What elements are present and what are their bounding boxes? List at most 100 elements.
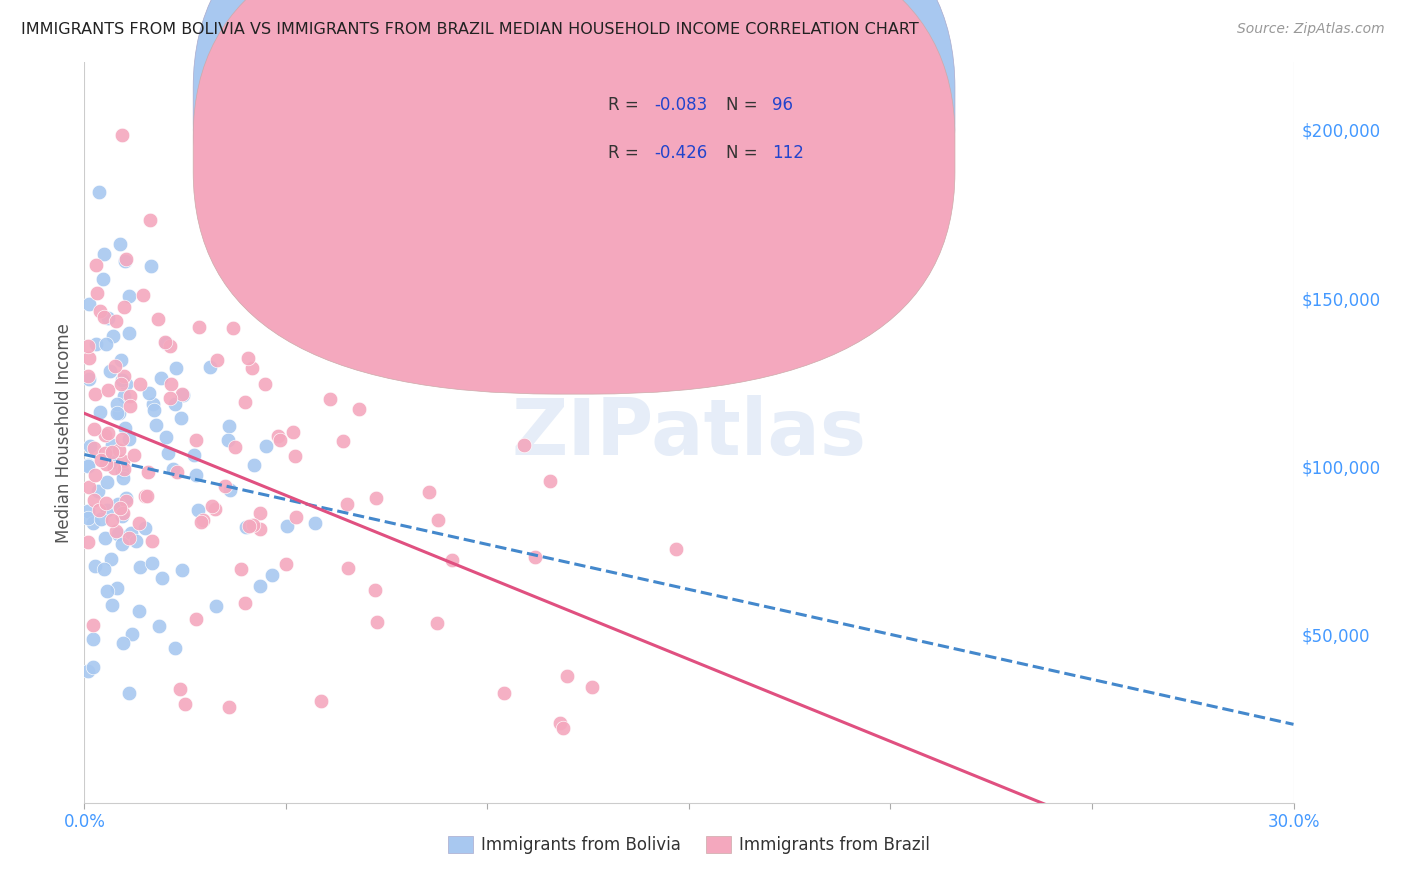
Point (139, 213, 162, 227)
Point (242, 458, 264, 473)
Point (117, 531, 139, 545)
Point (146, 311, 169, 326)
Point (173, 698, 195, 712)
Point (96, 475, 118, 489)
Point (134, 521, 156, 535)
Point (169, 682, 191, 697)
Point (366, 491, 388, 505)
Point (94, 337, 117, 351)
Point (238, 518, 260, 533)
Point (162, 462, 184, 476)
Point (77, 338, 100, 352)
Point (205, 353, 228, 368)
Point (118, 432, 141, 446)
Text: ZIPatlas: ZIPatlas (512, 394, 866, 471)
Point (87, 186, 110, 200)
Point (128, 377, 150, 392)
Point (98, 364, 121, 378)
Point (124, 448, 146, 462)
Point (205, 599, 228, 614)
Point (550, 715, 572, 730)
Point (221, 321, 243, 335)
Point (214, 478, 236, 492)
Text: 112: 112 (772, 144, 804, 161)
Point (97, 310, 120, 325)
Point (100, 513, 122, 527)
Point (104, 359, 127, 373)
Point (236, 351, 259, 365)
Legend: Immigrants from Bolivia, Immigrants from Brazil: Immigrants from Bolivia, Immigrants from… (441, 830, 936, 861)
Point (262, 568, 284, 582)
Point (148, 619, 170, 633)
Point (110, 236, 132, 251)
Point (121, 626, 143, 640)
Point (364, 582, 387, 597)
Point (93, 246, 115, 260)
Point (112, 389, 135, 403)
Text: 96: 96 (772, 95, 793, 114)
Text: -0.426: -0.426 (654, 144, 707, 161)
Point (276, 519, 298, 533)
Y-axis label: Median Household Income: Median Household Income (55, 323, 73, 542)
Point (538, 474, 561, 488)
Point (187, 503, 209, 517)
Point (114, 420, 136, 434)
Point (200, 360, 222, 375)
Point (283, 425, 305, 439)
Point (218, 483, 240, 497)
Point (94, 457, 117, 471)
Point (82, 617, 104, 632)
Text: N =: N = (727, 144, 763, 161)
Point (105, 314, 128, 328)
Point (163, 641, 186, 656)
Point (105, 406, 128, 420)
Point (665, 542, 688, 557)
Point (107, 497, 129, 511)
Point (111, 432, 134, 446)
Point (87, 484, 110, 499)
Point (115, 491, 138, 506)
Point (224, 440, 246, 454)
Point (94, 446, 117, 460)
Point (77, 296, 100, 310)
Point (304, 516, 326, 530)
Point (218, 699, 240, 714)
Point (120, 390, 142, 404)
Point (284, 449, 307, 463)
Point (101, 598, 124, 612)
Point (77, 535, 100, 549)
Point (105, 524, 128, 538)
Point (512, 438, 534, 452)
Text: R =: R = (607, 144, 644, 161)
Point (190, 515, 212, 529)
Point (120, 399, 142, 413)
Point (107, 526, 129, 541)
Point (111, 636, 134, 650)
Point (318, 392, 340, 407)
Text: Source: ZipAtlas.com: Source: ZipAtlas.com (1237, 22, 1385, 37)
Point (101, 445, 124, 459)
Point (242, 518, 264, 533)
Point (204, 502, 226, 516)
Point (136, 489, 159, 503)
Point (94, 428, 117, 442)
Point (128, 560, 150, 574)
Point (165, 360, 187, 375)
FancyBboxPatch shape (193, 0, 955, 394)
Point (440, 553, 463, 567)
Point (249, 579, 271, 593)
Point (118, 686, 141, 700)
Point (233, 596, 256, 610)
Point (555, 668, 578, 682)
Point (138, 465, 160, 479)
Point (269, 433, 291, 447)
Point (114, 254, 136, 268)
Point (110, 500, 132, 515)
Point (347, 402, 370, 417)
Text: R =: R = (607, 95, 644, 114)
Point (336, 561, 359, 575)
Point (309, 693, 332, 707)
FancyBboxPatch shape (193, 0, 955, 345)
Point (93, 562, 115, 576)
Point (84, 467, 107, 482)
